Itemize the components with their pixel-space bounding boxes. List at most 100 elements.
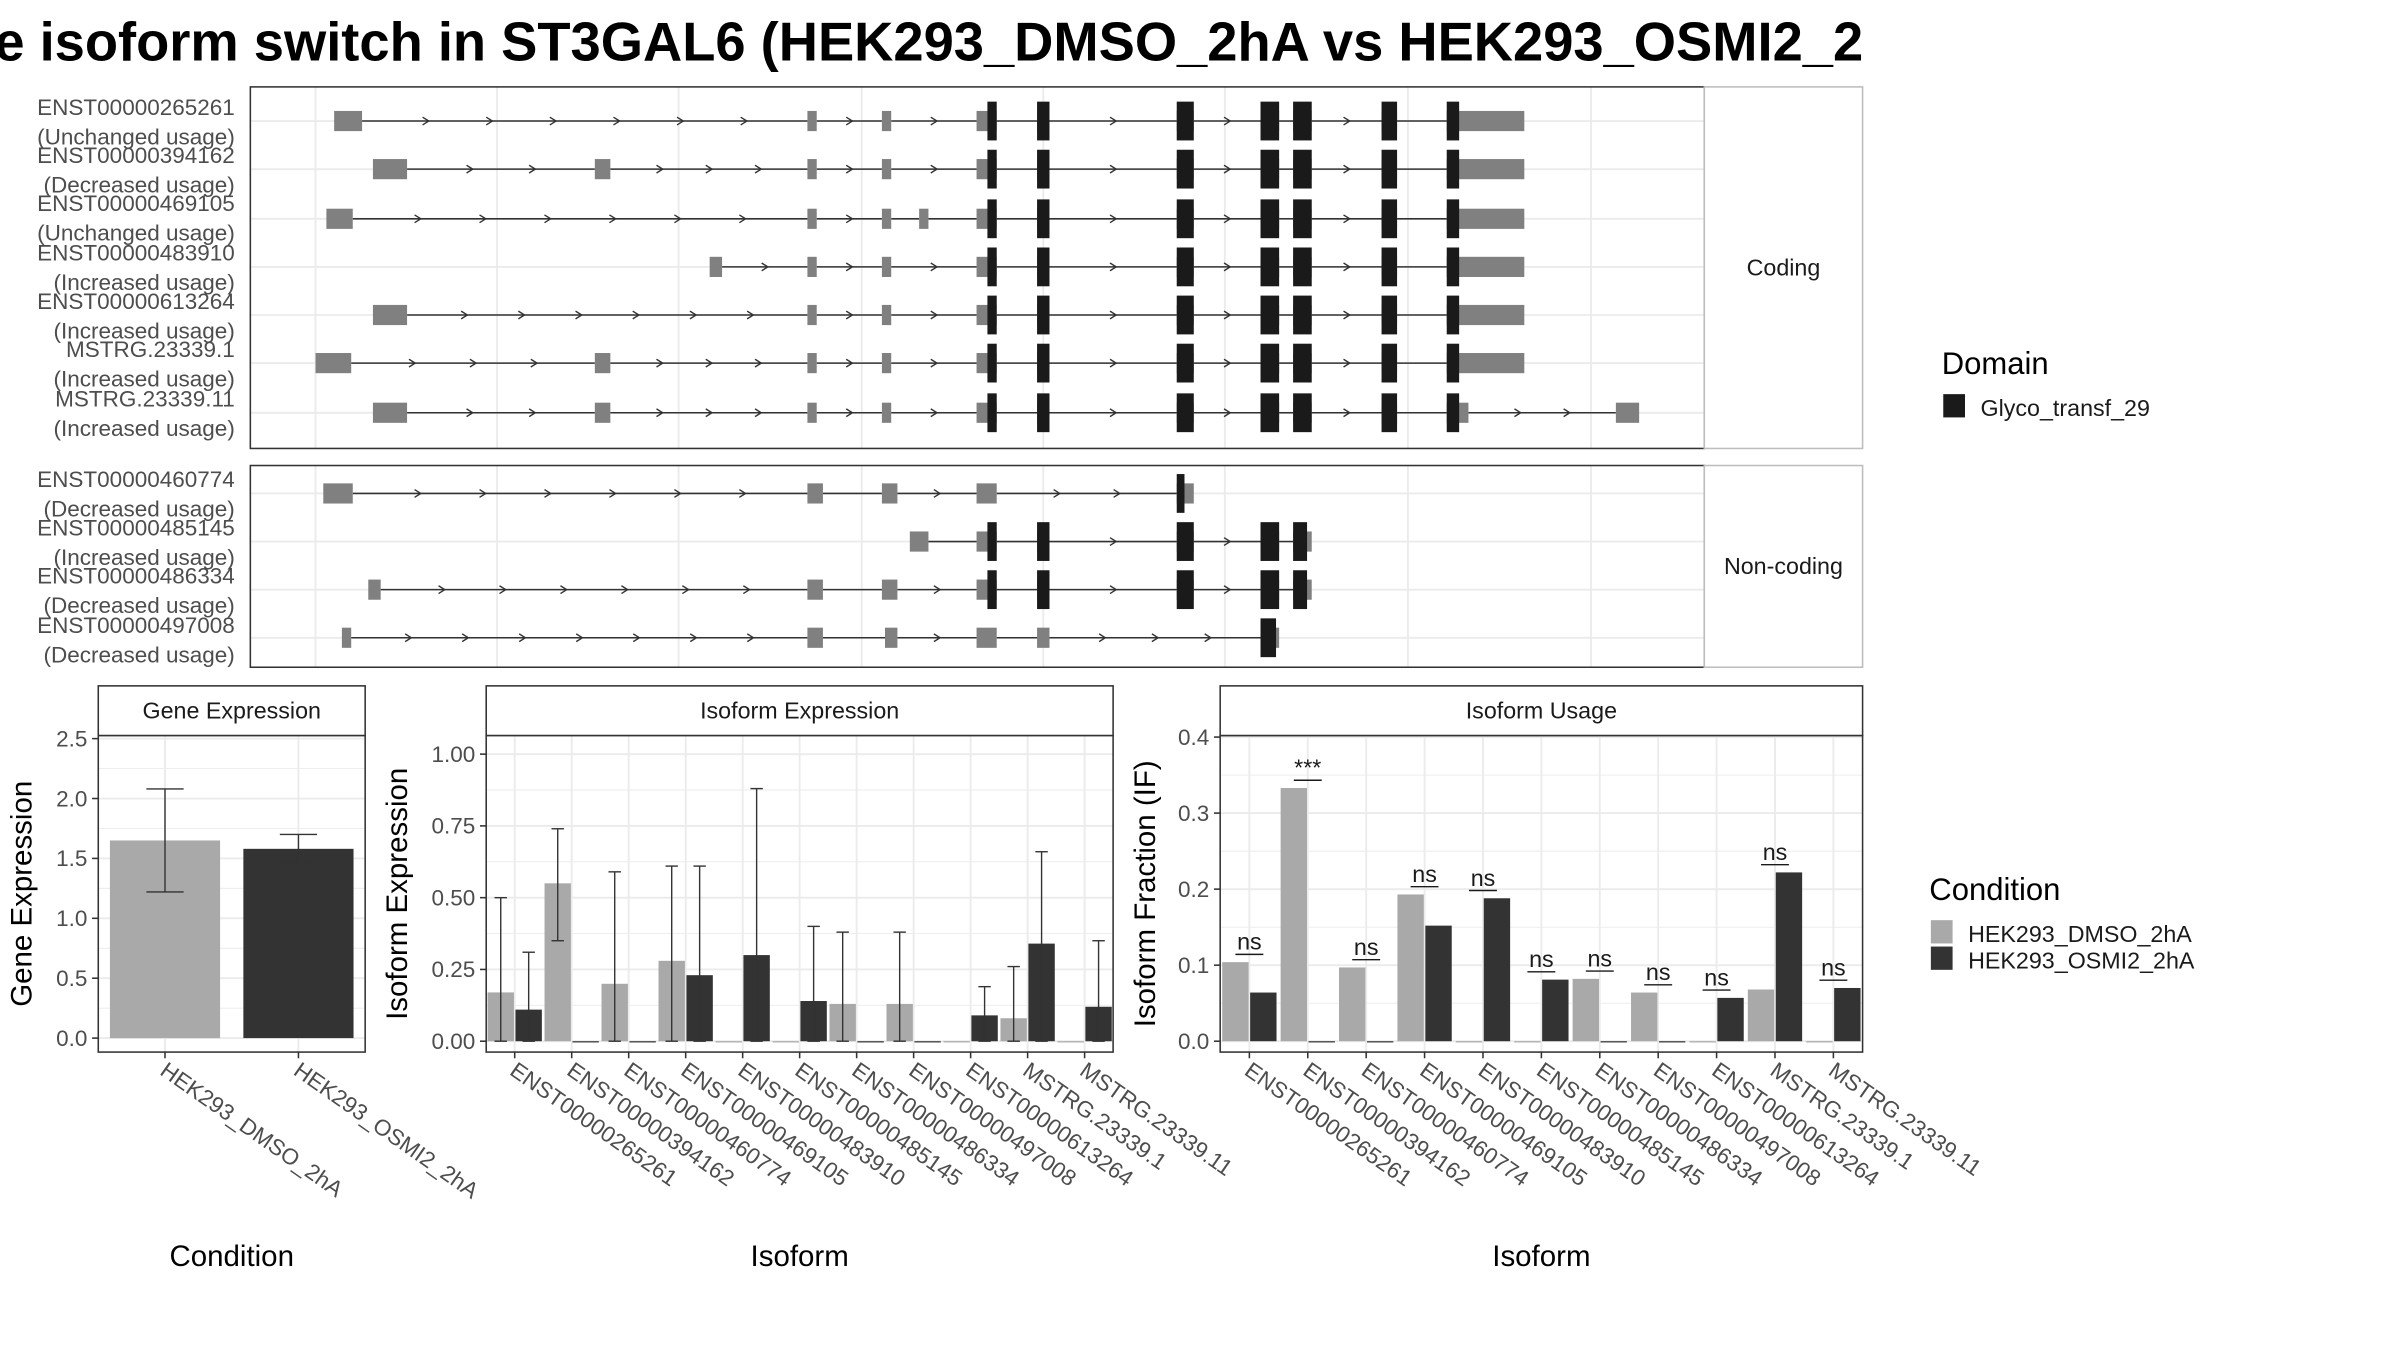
y-tick-label: 0.4 xyxy=(1178,725,1209,750)
strand-arrow xyxy=(1109,214,1118,224)
strand-arrow xyxy=(1514,408,1523,418)
bar xyxy=(1631,992,1658,1042)
strand-arrow xyxy=(845,358,854,368)
strand-arrow xyxy=(845,214,854,224)
strand-arrow xyxy=(746,310,755,320)
exon-block xyxy=(881,402,892,423)
y-tick-label: 0.0 xyxy=(56,1026,87,1051)
significance-label: ns xyxy=(1354,934,1379,960)
bar xyxy=(715,1041,742,1043)
strand-arrow xyxy=(1053,488,1062,498)
exon-block xyxy=(1446,208,1525,229)
domain-block xyxy=(1293,247,1312,287)
domain-block xyxy=(1176,343,1194,383)
strand-arrow xyxy=(754,408,763,418)
figure-title: e isoform switch in ST3GAL6 (HEK293_DMSO… xyxy=(0,12,1863,73)
condition-legend-title: Condition xyxy=(1929,872,2060,907)
transcript-usage-label: (Unchanged usage) xyxy=(37,221,235,246)
strand-arrow xyxy=(845,164,854,174)
domain-block xyxy=(987,295,997,335)
y-tick-label: 0.25 xyxy=(432,957,476,982)
strand-arrow xyxy=(1109,408,1118,418)
exon-block xyxy=(1446,353,1525,374)
bar xyxy=(1425,925,1452,1042)
y-tick-label: 0.3 xyxy=(1178,801,1209,826)
exon-block xyxy=(372,159,408,180)
strand-arrow xyxy=(1343,310,1352,320)
facet-strip-label: Non-coding xyxy=(1724,553,1843,579)
transcript-id-label: ENST00000460774 xyxy=(37,467,235,492)
transcript-id-label: MSTRG.23339.11 xyxy=(55,387,235,412)
domain-block xyxy=(1381,343,1398,383)
exon-block xyxy=(807,208,817,229)
strand-arrow xyxy=(1109,310,1118,320)
exon-block xyxy=(368,579,381,600)
bar xyxy=(1514,1041,1541,1043)
y-axis-title: Isoform Expression xyxy=(381,768,414,1020)
domain-block xyxy=(1446,101,1460,141)
x-axis-title: Isoform xyxy=(751,1240,849,1273)
strand-arrow xyxy=(544,488,553,498)
transcript-id-label: ENST00000394162 xyxy=(37,143,235,168)
bar xyxy=(1308,1041,1335,1043)
y-tick-label: 2.0 xyxy=(56,786,87,811)
domain-block xyxy=(1293,199,1312,239)
transcript-panel-non-coding: Non-coding ENST00000460774 (Decreased usag… xyxy=(37,464,1864,669)
strand-arrow xyxy=(933,585,942,595)
y-tick-label: 0.2 xyxy=(1178,877,1209,902)
strand-arrow xyxy=(754,358,763,368)
strand-arrow xyxy=(414,214,423,224)
significance-label: ns xyxy=(1529,946,1554,972)
y-tick-label: 2.5 xyxy=(56,726,87,751)
strand-arrow xyxy=(1223,358,1232,368)
facet-strip-label: Isoform Expression xyxy=(700,697,899,723)
exon-block xyxy=(807,110,817,132)
condition-legend-label-dmso: HEK293_DMSO_2hA xyxy=(1968,921,2192,947)
bar xyxy=(1658,1041,1686,1043)
strand-arrow xyxy=(689,310,698,320)
domain-block xyxy=(1037,522,1050,561)
strand-arrow xyxy=(930,116,939,126)
domain-block xyxy=(1260,570,1280,610)
transcript-usage-label: (Unchanged usage) xyxy=(37,124,235,149)
strand-arrow xyxy=(705,358,714,368)
strand-arrow xyxy=(930,164,939,174)
strand-arrow xyxy=(560,585,568,595)
strand-arrow xyxy=(438,585,447,595)
exon-block xyxy=(326,208,353,229)
domain-block xyxy=(1260,247,1280,287)
strand-arrow xyxy=(738,488,747,498)
strand-arrow xyxy=(746,633,755,643)
strand-arrow xyxy=(466,164,475,174)
bar xyxy=(1366,1041,1394,1043)
strand-arrow xyxy=(740,116,749,126)
exon-block xyxy=(881,159,892,180)
transcript-id-label: ENST00000497008 xyxy=(37,613,235,638)
transcript-row: ENST00000497008 (Decreased usage) xyxy=(37,613,1280,668)
strand-arrow xyxy=(1113,488,1122,498)
exon-block xyxy=(372,304,408,326)
facet-strip xyxy=(1703,464,1864,669)
exon-block xyxy=(881,483,898,504)
legends: Domain Glyco_transf_29 Condition HEK293_… xyxy=(1929,346,2195,973)
domain-block xyxy=(1037,149,1050,189)
domain-block xyxy=(1293,522,1308,561)
strand-arrow xyxy=(1204,633,1213,643)
domain-block xyxy=(1293,393,1312,433)
strand-arrow xyxy=(656,358,665,368)
strand-arrow xyxy=(404,633,413,643)
y-tick-label: 0.75 xyxy=(432,814,476,839)
y-tick-label: 1.5 xyxy=(56,846,87,871)
transcript-row: ENST00000394162 (Decreased usage) xyxy=(37,143,1525,197)
transcript-usage-label: (Increased usage) xyxy=(53,318,234,343)
transcript-row: ENST00000486334 (Decreased usage) xyxy=(37,563,1312,618)
strand-arrow xyxy=(682,585,690,595)
strand-arrow xyxy=(1151,633,1160,643)
exon-block xyxy=(1615,402,1640,423)
domain-block xyxy=(987,343,997,383)
strand-arrow xyxy=(466,408,475,418)
domain-block xyxy=(1037,199,1050,239)
domain-block xyxy=(987,247,997,287)
